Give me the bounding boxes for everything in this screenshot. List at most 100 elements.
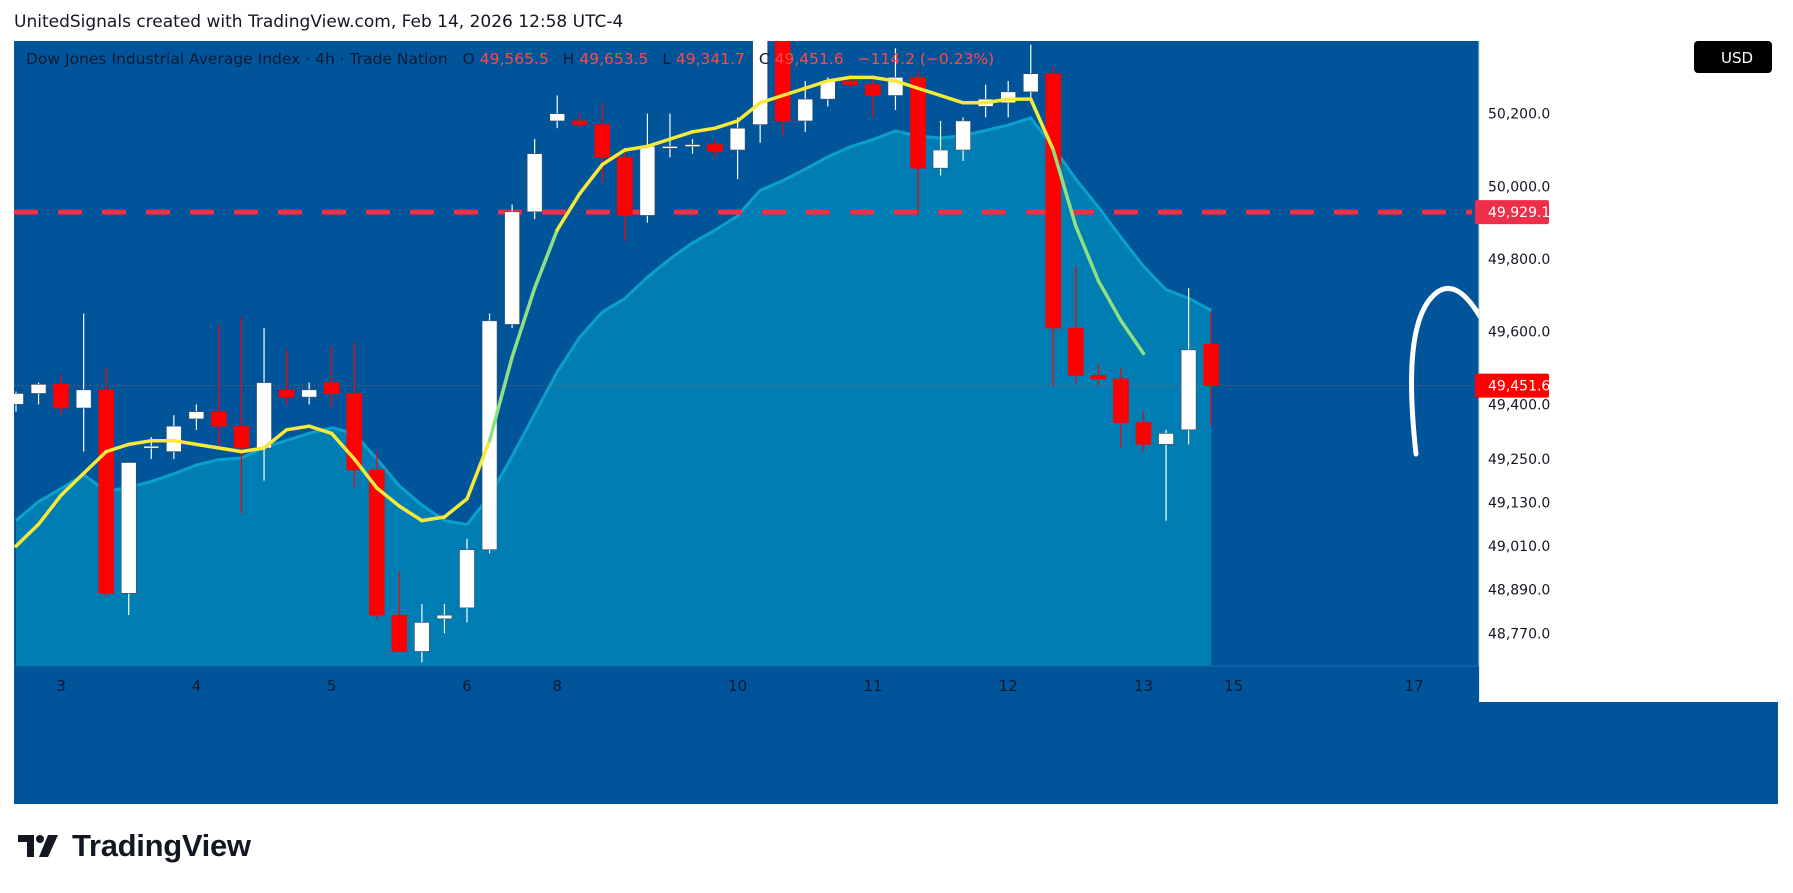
currency-button[interactable]: USD — [1694, 41, 1772, 73]
candle — [684, 139, 701, 154]
ema-line-segment — [36, 493, 63, 527]
candle-body — [211, 411, 227, 427]
ema-line-segment — [645, 137, 672, 149]
ema-line-segment — [284, 424, 311, 432]
price-label-badge — [1475, 200, 1549, 225]
y-tick-label: 49,600.0 — [1488, 325, 1550, 341]
ema-line-segment — [713, 119, 740, 130]
change-value: −114.2 (−0.23%) — [858, 50, 995, 68]
x-tick-label: 5 — [327, 677, 337, 695]
candle-body — [842, 80, 859, 85]
candle-body — [1090, 375, 1107, 380]
candle-body — [120, 462, 137, 594]
ema-line-segment — [59, 471, 86, 497]
candle-body — [1135, 422, 1152, 445]
symbol-label: Dow Jones Industrial Average Index · 4h … — [26, 50, 448, 68]
candle-body — [504, 211, 520, 325]
ema-line-segment — [262, 428, 289, 450]
candle-body — [549, 113, 566, 122]
ema-line-segment — [532, 228, 559, 290]
candle — [459, 538, 475, 623]
candle — [865, 77, 881, 118]
x-tick-label: 3 — [56, 677, 66, 695]
candle-body — [391, 614, 408, 652]
candle-body — [30, 384, 47, 394]
candle — [1113, 368, 1129, 448]
ema-line-segment — [780, 86, 807, 98]
candle-body — [1180, 349, 1197, 431]
x-tick-label: 12 — [999, 677, 1018, 695]
candle-body — [256, 382, 272, 449]
y-tick-label: 49,010.0 — [1488, 539, 1550, 555]
candle-body — [594, 124, 611, 158]
ema-line-segment — [871, 75, 898, 83]
ema-line-segment — [81, 449, 108, 476]
candle — [526, 139, 543, 220]
candle — [278, 349, 295, 405]
y-tick-label: 49,130.0 — [1488, 495, 1550, 511]
candle — [166, 415, 182, 459]
ema-line-segment — [600, 148, 627, 167]
candle — [301, 382, 317, 405]
candle-body — [1022, 73, 1039, 93]
ema-line-segment — [217, 446, 244, 454]
chart-container[interactable]: 49929 50,200.050,000.049,800.049,600.049… — [8, 33, 1778, 804]
candle-body — [436, 614, 453, 620]
x-tick-label: 8 — [552, 677, 562, 695]
ema-line-segment — [826, 75, 853, 83]
x-tick-label: 4 — [192, 677, 202, 695]
brand-name: TradingView — [72, 828, 251, 863]
candle — [1068, 266, 1084, 383]
y-tick-label: 49,800.0 — [1488, 252, 1550, 268]
ema-line-segment — [668, 130, 695, 141]
open-value: 49,565.5 — [480, 50, 549, 68]
ema-line-segment — [307, 424, 334, 436]
candle-body — [301, 389, 317, 398]
ema-line-segment — [555, 191, 582, 232]
candle-body — [1045, 73, 1062, 329]
ema-line-segment — [487, 355, 514, 443]
legend-row: Dow Jones Industrial Average Index · 4h … — [26, 50, 994, 68]
x-tick-label: 15 — [1224, 677, 1243, 695]
candlestick-chart[interactable]: 49929 50,200.050,000.049,800.049,600.049… — [8, 33, 1778, 804]
x-tick-label: 17 — [1405, 677, 1424, 695]
candle — [368, 451, 385, 619]
low-label: L — [662, 50, 671, 68]
ema-line-segment — [510, 286, 537, 359]
candle — [1135, 411, 1152, 452]
candle — [233, 317, 250, 514]
candle — [932, 120, 949, 176]
ema-line-segment — [735, 101, 762, 123]
ema-line-segment — [442, 497, 469, 519]
tradingview-logo[interactable]: TradingView — [18, 828, 251, 864]
ema-line-segment — [1096, 279, 1123, 323]
candle — [436, 604, 453, 634]
candle — [53, 375, 69, 416]
candle — [910, 70, 926, 216]
candle-body — [278, 389, 295, 398]
ema-line-segment — [983, 97, 1010, 105]
high-label: H — [563, 50, 575, 68]
open-label: O — [463, 50, 475, 68]
currency-label: USD — [1721, 49, 1753, 67]
ema-line-segment — [14, 522, 41, 548]
candle — [256, 328, 272, 481]
price-label-text: 49,929.1 — [1488, 205, 1550, 221]
candle — [955, 117, 971, 161]
ema-line-segment — [916, 86, 943, 98]
chart-credit: UnitedSignals created with TradingView.c… — [14, 12, 624, 32]
candle — [617, 150, 633, 241]
low-value: 49,341.7 — [676, 50, 745, 68]
candle-body — [53, 384, 69, 409]
tradingview-logo-icon — [18, 835, 58, 857]
y-tick-label: 49,250.0 — [1488, 452, 1550, 468]
candle — [504, 204, 520, 329]
candle-body — [1203, 343, 1219, 386]
close-label: C — [759, 50, 770, 68]
candle — [75, 313, 92, 452]
candle-body — [526, 153, 543, 213]
candle-body — [459, 549, 475, 609]
candle-body — [797, 98, 814, 122]
candle-body — [1158, 433, 1174, 445]
candle — [481, 313, 498, 554]
